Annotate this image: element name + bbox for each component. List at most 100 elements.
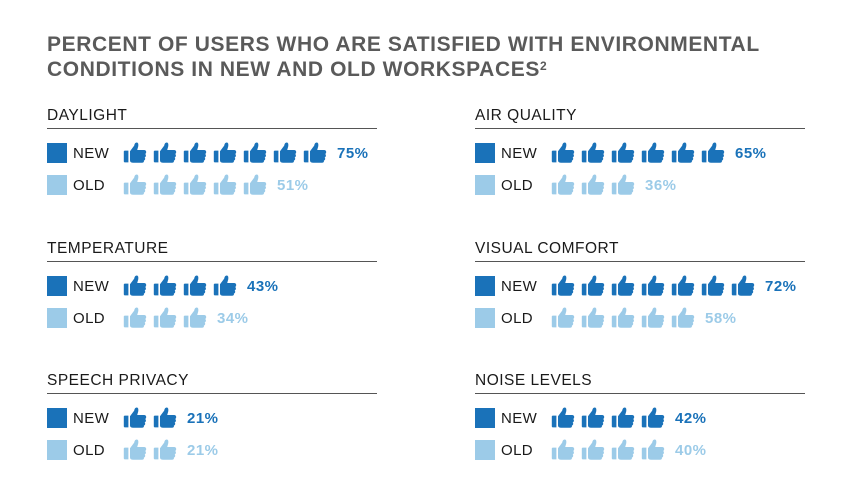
thumbs-up-icon [551, 275, 575, 296]
thumbs-up-icon [611, 407, 635, 428]
icon-group [123, 406, 183, 430]
icon-group [123, 306, 213, 330]
panel-title: TEMPERATURE [47, 240, 377, 262]
data-label-new: 21% [187, 409, 219, 427]
thumbs-up-icon [641, 142, 665, 163]
legend-swatch-old [475, 308, 495, 328]
title-footnote: 2 [539, 59, 548, 73]
icon-group [123, 141, 333, 165]
legend-swatch-new [47, 408, 67, 428]
legend-swatch-new [475, 276, 495, 296]
panel-noise-levels: NOISE LEVELS NEW 42% OLD 40% [475, 372, 805, 462]
thumbs-up-icon [153, 142, 177, 163]
thumbs-up-icon [183, 142, 207, 163]
panel-speech-privacy: SPEECH PRIVACY NEW 21% OLD 21% [47, 372, 377, 462]
old-row: OLD 36% [475, 173, 805, 197]
thumbs-up-icon [731, 275, 755, 296]
old-row: OLD 58% [475, 306, 805, 330]
thumbs-up-icon [243, 142, 267, 163]
thumbs-up-icon [671, 142, 695, 163]
panel-temperature: TEMPERATURE NEW 43% OLD 34% [47, 240, 377, 330]
new-row: NEW 42% [475, 406, 805, 430]
data-label-old: 58% [705, 309, 737, 327]
legend-swatch-new [47, 143, 67, 163]
legend-label-new: NEW [73, 277, 110, 295]
thumbs-up-icon [153, 407, 177, 428]
thumbs-up-icon [183, 275, 207, 296]
thumbs-up-icon [671, 275, 695, 296]
thumbs-up-icon [581, 439, 605, 460]
data-label-old: 36% [645, 176, 677, 194]
legend-label-old: OLD [501, 309, 534, 327]
legend-label-old: OLD [73, 441, 106, 459]
thumbs-up-icon [243, 174, 267, 195]
thumbs-up-icon [581, 307, 605, 328]
icon-group [551, 306, 701, 330]
new-row: NEW 72% [475, 274, 805, 298]
icon-group [551, 141, 731, 165]
thumbs-up-icon [123, 307, 147, 328]
thumbs-up-icon [153, 174, 177, 195]
thumbs-up-icon [123, 174, 147, 195]
thumbs-up-icon [213, 142, 237, 163]
thumbs-up-icon [701, 275, 725, 296]
icon-group [551, 274, 761, 298]
data-label-old: 34% [217, 309, 249, 327]
thumbs-up-icon [611, 439, 635, 460]
new-row: NEW 43% [47, 274, 377, 298]
thumbs-up-icon [641, 275, 665, 296]
legend-swatch-new [475, 143, 495, 163]
thumbs-up-icon [213, 174, 237, 195]
chart-title: PERCENT OF USERS WHO ARE SATISFIED WITH … [47, 33, 760, 81]
panel-title: DAYLIGHT [47, 107, 377, 129]
icon-group [123, 274, 243, 298]
thumbs-up-icon [671, 307, 695, 328]
thumbs-up-icon [551, 142, 575, 163]
legend-label-new: NEW [501, 144, 538, 162]
legend-label-new: NEW [73, 409, 110, 427]
legend-label-old: OLD [73, 309, 106, 327]
icon-group [551, 438, 671, 462]
legend-label-new: NEW [501, 409, 538, 427]
legend-swatch-old [47, 308, 67, 328]
panel-title: VISUAL COMFORT [475, 240, 805, 262]
data-label-new: 42% [675, 409, 707, 427]
thumbs-up-icon [611, 275, 635, 296]
panel-title: AIR QUALITY [475, 107, 805, 129]
thumbs-up-icon [581, 275, 605, 296]
thumbs-up-icon [581, 174, 605, 195]
data-label-new: 65% [735, 144, 767, 162]
new-row: NEW 21% [47, 406, 377, 430]
panel-daylight: DAYLIGHT NEW 75% OLD 51% [47, 107, 377, 197]
thumbs-up-icon [153, 307, 177, 328]
data-label-old: 51% [277, 176, 309, 194]
legend-swatch-old [47, 175, 67, 195]
legend-swatch-new [47, 276, 67, 296]
thumbs-up-icon [641, 307, 665, 328]
legend-label-old: OLD [501, 176, 534, 194]
thumbs-up-icon [183, 174, 207, 195]
thumbs-up-icon [123, 275, 147, 296]
thumbs-up-icon [123, 407, 147, 428]
thumbs-up-icon [551, 174, 575, 195]
legend-swatch-old [475, 440, 495, 460]
legend-swatch-old [475, 175, 495, 195]
thumbs-up-icon [611, 142, 635, 163]
thumbs-up-icon [581, 407, 605, 428]
thumbs-up-icon [213, 275, 237, 296]
thumbs-up-icon [273, 142, 297, 163]
old-row: OLD 40% [475, 438, 805, 462]
panel-title: NOISE LEVELS [475, 372, 805, 394]
icon-group [123, 438, 183, 462]
legend-swatch-new [475, 408, 495, 428]
data-label-old: 40% [675, 441, 707, 459]
legend-swatch-old [47, 440, 67, 460]
thumbs-up-icon [153, 439, 177, 460]
icon-group [123, 173, 273, 197]
icon-group [551, 173, 641, 197]
data-label-old: 21% [187, 441, 219, 459]
thumbs-up-icon [551, 307, 575, 328]
thumbs-up-icon [183, 307, 207, 328]
thumbs-up-icon [551, 407, 575, 428]
thumbs-up-icon [303, 142, 327, 163]
